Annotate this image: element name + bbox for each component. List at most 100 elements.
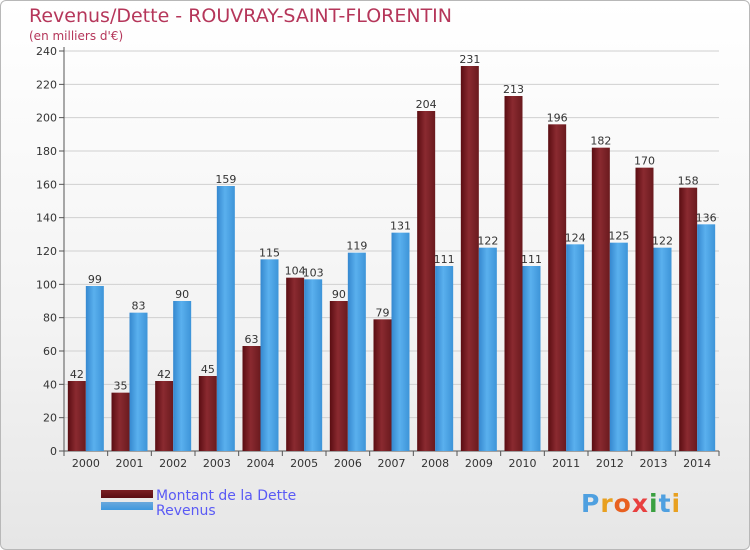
bar-dette — [373, 319, 392, 451]
x-tick-label: 2005 — [290, 457, 318, 470]
bar-revenus — [391, 232, 410, 451]
logo-letter: i — [671, 489, 682, 518]
bar-revenus — [566, 244, 585, 451]
proxiti-logo: Proxiti — [581, 489, 681, 518]
x-tick-label: 2009 — [465, 457, 493, 470]
y-tick-label: 240 — [36, 45, 57, 58]
bar-revenus — [609, 242, 628, 451]
data-label-revenus: 90 — [175, 288, 189, 301]
x-tick-label: 2013 — [640, 457, 668, 470]
data-label-dette: 231 — [459, 53, 480, 66]
y-tick-label: 20 — [43, 412, 57, 425]
x-tick-label: 2012 — [596, 457, 624, 470]
bar-dette — [591, 147, 610, 451]
y-tick-label: 100 — [36, 278, 57, 291]
data-label-dette: 104 — [285, 265, 306, 278]
data-label-revenus: 122 — [477, 235, 498, 248]
bar-revenus — [304, 279, 323, 451]
legend-label-revenus: Revenus — [156, 503, 216, 519]
bar-revenus — [435, 266, 454, 451]
bar-dette — [67, 381, 86, 451]
bar-revenus — [85, 286, 104, 451]
y-tick-label: 220 — [36, 78, 57, 91]
data-label-revenus: 119 — [346, 240, 367, 253]
bar-revenus — [260, 259, 279, 451]
bar-dette — [504, 96, 523, 451]
bar-revenus — [653, 247, 672, 451]
chart-subtitle: (en milliers d'€) — [29, 29, 124, 43]
bar-dette — [417, 111, 436, 451]
bar-dette — [635, 167, 654, 451]
bar-revenus — [697, 224, 716, 451]
x-tick-label: 2002 — [159, 457, 187, 470]
data-label-dette: 90 — [332, 288, 346, 301]
x-tick-label: 2004 — [247, 457, 275, 470]
data-label-revenus: 124 — [565, 231, 586, 244]
data-label-dette: 45 — [201, 363, 215, 376]
x-tick-label: 2014 — [683, 457, 711, 470]
y-tick-label: 120 — [36, 245, 57, 258]
legend-label-dette: Montant de la Dette — [156, 488, 297, 504]
y-tick-label: 140 — [36, 212, 57, 225]
data-label-revenus: 115 — [259, 246, 280, 259]
bar-dette — [548, 124, 567, 451]
data-label-revenus: 159 — [215, 173, 236, 186]
y-tick-label: 60 — [43, 345, 57, 358]
data-label-revenus: 136 — [696, 211, 717, 224]
bar-dette — [198, 376, 217, 451]
x-tick-label: 2010 — [509, 457, 537, 470]
bar-dette — [679, 187, 698, 451]
logo-letter: x — [631, 489, 649, 518]
bar-dette — [329, 301, 348, 451]
y-tick-label: 200 — [36, 112, 57, 125]
y-tick-label: 0 — [50, 445, 57, 458]
data-label-dette: 63 — [245, 333, 259, 346]
x-tick-label: 2011 — [552, 457, 580, 470]
legend-swatch-revenus — [101, 502, 153, 510]
legend-swatch-dette — [101, 490, 153, 498]
data-label-dette: 204 — [416, 98, 437, 111]
data-label-revenus: 125 — [608, 230, 629, 243]
x-tick-label: 2001 — [116, 457, 144, 470]
logo-letter: P — [581, 489, 601, 518]
x-tick-label: 2000 — [72, 457, 100, 470]
bar-revenus — [347, 252, 366, 451]
logo-letter: r — [600, 489, 614, 518]
data-label-revenus: 111 — [434, 253, 455, 266]
bar-dette — [242, 346, 261, 451]
y-tick-label: 180 — [36, 145, 57, 158]
bar-dette — [460, 66, 479, 451]
data-label-dette: 170 — [634, 155, 655, 168]
bar-dette — [111, 392, 130, 451]
bar-dette — [286, 277, 305, 451]
data-label-dette: 79 — [376, 306, 390, 319]
bar-revenus — [216, 186, 235, 451]
data-label-revenus: 99 — [88, 273, 102, 286]
y-tick-label: 40 — [43, 378, 57, 391]
x-tick-label: 2008 — [421, 457, 449, 470]
y-tick-label: 160 — [36, 178, 57, 191]
data-label-dette: 213 — [503, 83, 524, 96]
x-tick-label: 2003 — [203, 457, 231, 470]
bar-revenus — [478, 247, 497, 451]
logo-letter: o — [613, 489, 632, 518]
bar-dette — [155, 381, 174, 451]
data-label-revenus: 103 — [303, 266, 324, 279]
data-label-dette: 42 — [70, 368, 84, 381]
data-label-dette: 158 — [678, 175, 699, 188]
data-label-dette: 196 — [547, 111, 568, 124]
x-tick-label: 2007 — [378, 457, 406, 470]
x-tick-label: 2006 — [334, 457, 362, 470]
bar-revenus — [129, 312, 148, 451]
data-label-dette: 42 — [157, 368, 171, 381]
bar-revenus — [522, 266, 541, 451]
data-label-revenus: 111 — [521, 253, 542, 266]
logo-letter: i — [649, 489, 659, 518]
data-label-dette: 182 — [590, 135, 611, 148]
logo-letter: t — [658, 489, 672, 518]
data-label-revenus: 83 — [132, 300, 146, 313]
bar-revenus — [173, 301, 192, 451]
chart-title: Revenus/Dette - ROUVRAY-SAINT-FLORENTIN — [29, 5, 453, 27]
